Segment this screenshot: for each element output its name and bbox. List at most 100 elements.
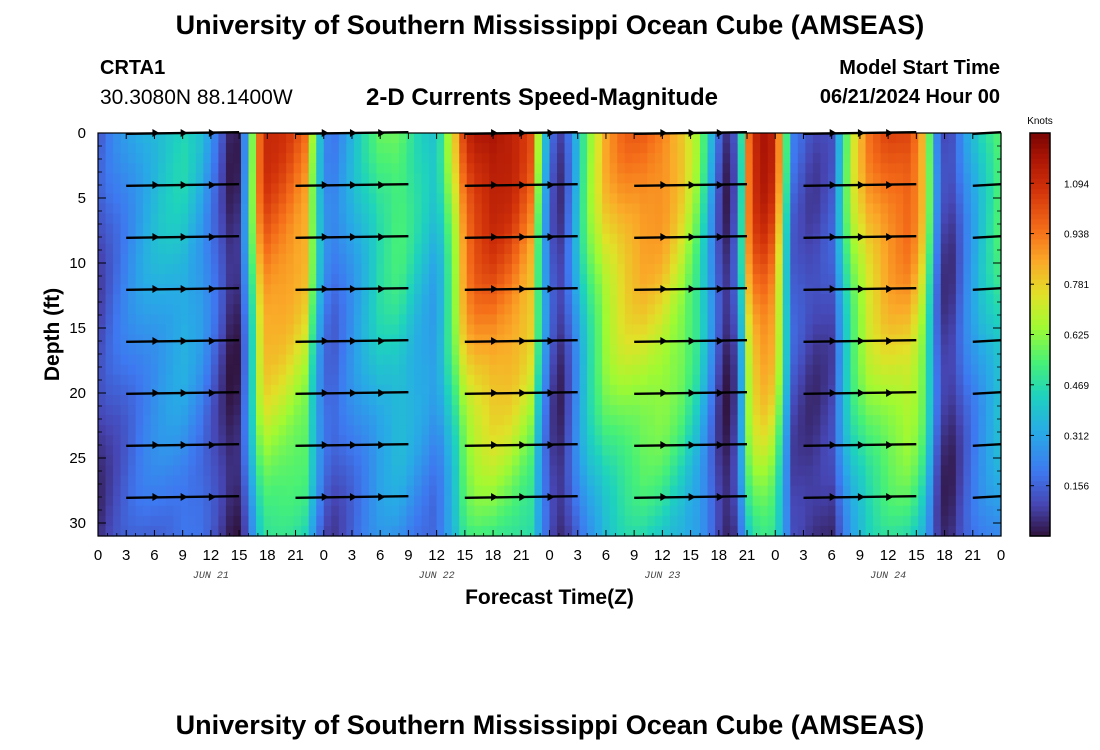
heatmap-cell — [940, 263, 949, 275]
heatmap-cell — [842, 435, 852, 446]
heatmap-cell — [271, 143, 280, 154]
heatmap-cell — [737, 143, 746, 154]
heatmap-cell — [790, 485, 799, 497]
heatmap-cell — [511, 324, 521, 336]
heatmap-cell — [955, 515, 964, 527]
heatmap-cell — [210, 183, 220, 195]
heatmap-cell — [557, 475, 566, 487]
heatmap-cell — [609, 253, 618, 265]
heatmap-cell — [602, 485, 611, 497]
heatmap-cell — [263, 425, 272, 436]
heatmap-cell — [760, 425, 769, 436]
heatmap-cell — [579, 153, 588, 164]
heatmap-cell — [940, 495, 949, 507]
heatmap-cell — [985, 455, 995, 467]
heatmap-cell — [572, 314, 581, 326]
heatmap-cell — [526, 465, 536, 477]
heatmap-cell — [677, 354, 686, 366]
heatmap-cell — [910, 243, 919, 255]
heatmap-cell — [444, 223, 453, 235]
heatmap-cell — [797, 173, 806, 184]
heatmap-cell — [474, 405, 483, 416]
heatmap-cell — [444, 243, 453, 255]
heatmap-cell — [602, 405, 611, 416]
heatmap-cell — [406, 133, 415, 144]
heatmap-cell — [278, 274, 287, 285]
heatmap-cell — [519, 415, 528, 426]
heatmap-cell — [98, 515, 107, 527]
heatmap-cell — [970, 203, 980, 215]
heatmap-cell — [180, 475, 189, 487]
heatmap-cell — [301, 294, 310, 305]
heatmap-cell — [180, 153, 189, 164]
heatmap-cell — [293, 193, 302, 205]
heatmap-cell — [820, 223, 829, 235]
heatmap-cell — [632, 193, 641, 205]
heatmap-cell — [948, 364, 957, 376]
heatmap-cell — [383, 354, 393, 366]
heatmap-cell — [466, 465, 475, 477]
heatmap-cell — [895, 364, 904, 376]
heatmap-cell — [624, 475, 633, 487]
heatmap-cell — [489, 314, 498, 326]
heatmap-cell — [399, 253, 408, 265]
heatmap-cell — [519, 263, 528, 275]
heatmap-cell — [158, 253, 167, 265]
heatmap-cell — [421, 203, 430, 215]
heatmap-cell — [173, 354, 182, 366]
heatmap-cell — [120, 455, 129, 467]
heatmap-cell — [602, 334, 611, 346]
heatmap-cell — [797, 435, 806, 446]
heatmap-cell — [549, 354, 558, 366]
heatmap-cell — [662, 173, 671, 184]
heatmap-cell — [933, 153, 942, 164]
heatmap-cell — [323, 324, 332, 336]
heatmap-cell — [165, 394, 174, 406]
heatmap-cell — [429, 515, 438, 527]
heatmap-cell — [444, 384, 453, 396]
heatmap-cell — [541, 445, 551, 456]
heatmap-cell — [925, 455, 934, 467]
heatmap-cell — [993, 233, 1002, 245]
heatmap-cell — [737, 133, 746, 144]
heatmap-cell — [218, 183, 227, 195]
heatmap-cell — [842, 183, 852, 195]
heatmap-cell — [993, 253, 1002, 265]
heatmap-cell — [827, 364, 837, 376]
heatmap-cell — [135, 334, 144, 346]
heatmap-cell — [331, 294, 340, 305]
heatmap-cell — [858, 374, 867, 386]
heatmap-cell — [383, 455, 393, 467]
heatmap-cell — [353, 515, 362, 527]
heatmap-cell — [978, 334, 987, 346]
heatmap-cell — [775, 193, 784, 205]
heatmap-cell — [564, 515, 573, 527]
heatmap-cell — [970, 324, 980, 336]
heatmap-cell — [895, 213, 904, 225]
heatmap-cell — [865, 274, 874, 285]
heatmap-cell — [504, 505, 513, 517]
heatmap-cell — [895, 314, 904, 326]
vector-line — [972, 495, 1002, 499]
heatmap-cell — [782, 405, 791, 416]
heatmap-cell — [933, 354, 942, 366]
heatmap-cell — [775, 354, 784, 366]
heatmap-cell — [429, 455, 438, 467]
heatmap-cell — [594, 243, 603, 255]
heatmap-cell — [669, 475, 679, 487]
heatmap-cell — [677, 495, 686, 507]
heatmap-cell — [331, 173, 340, 184]
heatmap-cell — [286, 133, 295, 144]
heatmap-cell — [647, 173, 656, 184]
heatmap-cell — [767, 183, 776, 195]
heatmap-cell — [466, 304, 475, 315]
heatmap-cell — [903, 384, 912, 396]
heatmap-cell — [805, 435, 814, 446]
heatmap-cell — [158, 193, 167, 205]
heatmap-cell — [225, 435, 235, 446]
heatmap-cell — [767, 153, 776, 164]
heatmap-cell — [933, 294, 942, 305]
heatmap-cell — [985, 405, 995, 416]
heatmap-cell — [918, 253, 927, 265]
heatmap-cell — [827, 274, 837, 285]
